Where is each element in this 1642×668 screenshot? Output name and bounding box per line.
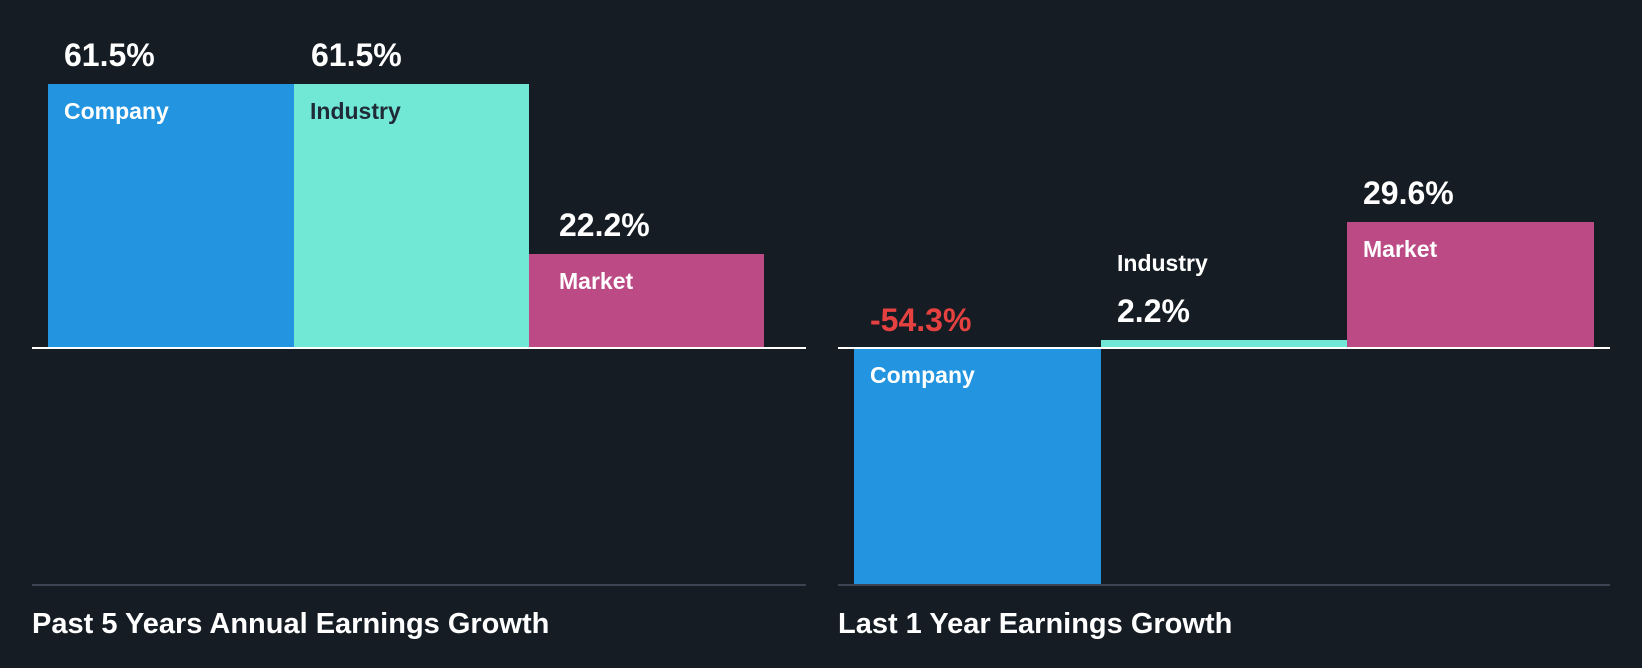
- bar-label-company: Company: [64, 98, 169, 124]
- chart-title: Past 5 Years Annual Earnings Growth: [32, 608, 550, 640]
- zero-axis-line: [32, 347, 806, 349]
- bar-industry: Industry: [294, 84, 529, 348]
- bar-market: Market: [1347, 222, 1594, 348]
- value-label-industry: 2.2%: [1117, 293, 1190, 329]
- value-label-company: 61.5%: [64, 37, 155, 73]
- bar-label-industry: Industry: [1117, 250, 1208, 276]
- chart-past-5-years: 61.5% Company 61.5% Industry 22.2% Marke…: [32, 37, 806, 640]
- chart-last-1-year: -54.3% Company Industry 2.2% 29.6% Marke…: [821, 0, 1642, 668]
- bar-label-industry: Industry: [310, 98, 401, 124]
- bar-label-market: Market: [559, 268, 634, 294]
- value-label-company: -54.3%: [870, 302, 972, 338]
- bar-label-market: Market: [1363, 236, 1438, 262]
- bar-company: Company: [854, 348, 1101, 584]
- bar-market: Market: [529, 254, 764, 348]
- floor-line: [32, 584, 806, 586]
- chart-title: Last 1 Year Earnings Growth: [838, 608, 1233, 640]
- bar-industry: [1101, 340, 1347, 348]
- value-label-industry: 61.5%: [311, 37, 402, 73]
- zero-axis-line: [838, 347, 1610, 349]
- value-label-market: 22.2%: [559, 207, 650, 243]
- bar-company: Company: [48, 84, 294, 348]
- value-label-market: 29.6%: [1363, 175, 1454, 211]
- bar-label-company: Company: [870, 362, 975, 388]
- floor-line: [838, 584, 1610, 586]
